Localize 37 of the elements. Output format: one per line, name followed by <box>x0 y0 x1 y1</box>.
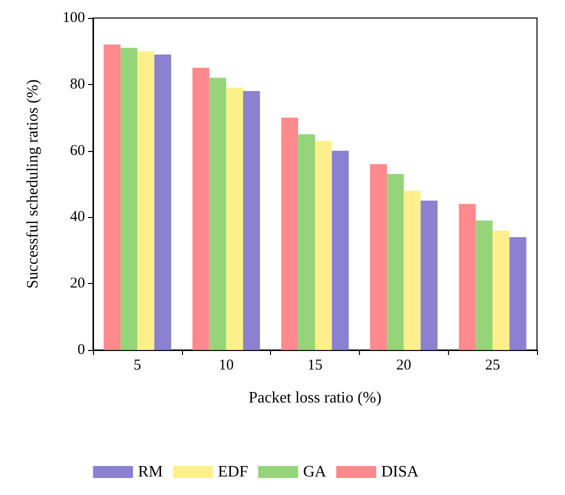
bar <box>281 118 298 350</box>
bar <box>192 68 210 350</box>
bar <box>120 48 138 350</box>
bar <box>332 150 349 350</box>
bar <box>370 164 387 350</box>
bar <box>243 91 260 350</box>
y-tick-label: 100 <box>62 10 85 26</box>
bar <box>492 230 510 350</box>
y-tick-label: 60 <box>70 142 85 159</box>
bar <box>458 204 476 350</box>
bar <box>104 44 121 350</box>
y-axis-title: Successful scheduling ratios (%) <box>24 79 42 289</box>
bar <box>476 220 493 350</box>
bar <box>298 134 315 350</box>
x-tick-label: 10 <box>218 358 234 374</box>
bar <box>509 237 526 350</box>
y-tick-label: 80 <box>70 76 85 92</box>
y-tick-label: 0 <box>78 342 85 358</box>
x-tick-label: 25 <box>485 358 500 374</box>
x-tick-label: 15 <box>308 358 322 374</box>
legend-label: EDF <box>218 464 248 480</box>
bar <box>386 174 404 350</box>
y-tick-label: 40 <box>70 209 85 226</box>
y-tick-label: 20 <box>70 276 85 292</box>
legend-label: GA <box>303 464 327 480</box>
x-tick-label: 5 <box>134 358 142 374</box>
bar <box>404 190 421 350</box>
legend-label: DISA <box>381 464 420 480</box>
bar <box>226 88 244 350</box>
x-tick-label: 20 <box>396 358 412 374</box>
legend-label: RM <box>138 464 163 480</box>
bar <box>315 140 332 350</box>
bar <box>209 78 226 350</box>
bar <box>137 51 154 350</box>
bar <box>154 54 172 350</box>
bar <box>420 200 438 350</box>
x-axis-title: Packet loss ratio (%) <box>248 390 382 406</box>
